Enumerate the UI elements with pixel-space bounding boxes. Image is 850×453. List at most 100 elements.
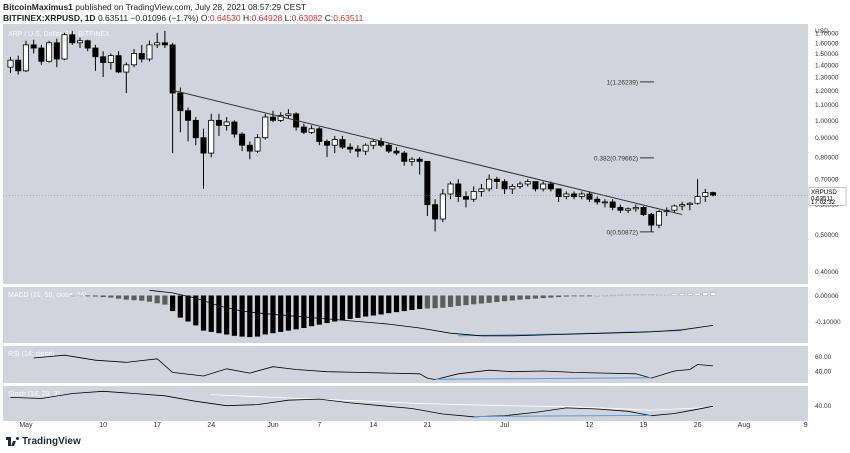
macd-histogram-bar bbox=[216, 295, 222, 334]
candle-up bbox=[524, 181, 531, 185]
candle-up bbox=[154, 42, 161, 46]
price-tag-value: 0.63511 bbox=[811, 196, 833, 203]
candle-down bbox=[462, 196, 469, 200]
rsi-line bbox=[33, 354, 714, 381]
candle-up bbox=[517, 183, 524, 187]
price-change: −0.01096 (−1.7%) bbox=[130, 13, 199, 23]
candle-up bbox=[61, 34, 68, 60]
price-y-tick: 1.00000 bbox=[815, 118, 839, 125]
close-label: C: bbox=[324, 13, 334, 23]
candle-up bbox=[563, 193, 570, 197]
low-label: L: bbox=[284, 13, 292, 23]
candle-down bbox=[609, 201, 616, 208]
macd-histogram-bar bbox=[424, 295, 430, 309]
macd-y-tick: 0.00000 bbox=[815, 293, 839, 300]
candle-up bbox=[76, 40, 83, 44]
macd-histogram-bar bbox=[447, 295, 454, 307]
x-tick-label: 12 bbox=[586, 422, 594, 429]
candle-down bbox=[30, 44, 37, 49]
candle-up bbox=[22, 44, 29, 72]
candle-up bbox=[408, 158, 415, 162]
candle-down bbox=[347, 146, 354, 150]
x-tick-label: Jun bbox=[267, 422, 278, 429]
macd-histogram-bar bbox=[77, 295, 83, 297]
price-tag bbox=[808, 186, 847, 206]
candle-up bbox=[331, 139, 338, 146]
macd-histogram-bar bbox=[609, 294, 616, 297]
macd-histogram-bar bbox=[548, 295, 554, 298]
macd-histogram-bar bbox=[239, 295, 245, 337]
price-y-tick: 1.10000 bbox=[815, 102, 839, 109]
candle-up bbox=[285, 113, 292, 116]
macd-histogram-bar bbox=[478, 295, 485, 304]
macd-histogram-bar bbox=[370, 295, 376, 316]
rsi-y-tick: 60.00 bbox=[815, 354, 832, 361]
candle-up bbox=[254, 137, 261, 152]
x-tick-label: 17 bbox=[153, 422, 161, 429]
candle-down bbox=[84, 40, 91, 49]
candle-up bbox=[308, 128, 315, 133]
macd-histogram-bar bbox=[633, 294, 639, 296]
fib-level-label: 0(0.50872) bbox=[607, 229, 638, 236]
macd-histogram-bar bbox=[177, 295, 183, 318]
candle-down bbox=[169, 44, 176, 94]
candle-down bbox=[493, 178, 500, 182]
macd-histogram-bar bbox=[293, 295, 299, 330]
macd-histogram-bar bbox=[625, 294, 631, 296]
macd-histogram-bar bbox=[170, 295, 176, 312]
macd-histogram-bar bbox=[146, 295, 153, 302]
macd-histogram-bar bbox=[85, 295, 91, 297]
candle-up bbox=[223, 121, 230, 126]
candle-down bbox=[594, 198, 601, 203]
candle-down bbox=[401, 152, 408, 162]
macd-histogram-bar bbox=[509, 295, 515, 301]
macd-histogram-bar bbox=[301, 295, 307, 328]
candle-up bbox=[540, 183, 547, 190]
candle-down bbox=[648, 214, 655, 226]
x-tick-label: 21 bbox=[423, 422, 431, 429]
macd-histogram-bar bbox=[417, 295, 423, 310]
macd-histogram-bar bbox=[494, 295, 500, 302]
open-value: 0.64530 bbox=[209, 13, 241, 23]
macd-histogram-bar bbox=[193, 295, 199, 326]
macd-histogram-bar bbox=[247, 295, 253, 338]
candle-up bbox=[107, 55, 114, 63]
candle-down bbox=[138, 53, 145, 60]
price-y-tick: 0.70000 bbox=[815, 177, 839, 184]
macd-histogram-bar bbox=[324, 295, 330, 324]
candle-down bbox=[316, 128, 323, 142]
candle-down bbox=[161, 42, 168, 46]
macd-histogram-bar bbox=[471, 295, 477, 305]
macd-histogram-bar bbox=[262, 295, 268, 335]
macd-histogram-bar bbox=[556, 295, 562, 298]
price-currency-label: USD bbox=[815, 28, 829, 35]
candle-down bbox=[53, 42, 60, 60]
author-name[interactable]: BitcoinMaximus1 bbox=[3, 2, 73, 12]
macd-histogram-bar bbox=[640, 294, 647, 296]
macd-histogram-bar bbox=[332, 295, 338, 322]
candle-down bbox=[185, 110, 192, 121]
macd-histogram-bar bbox=[339, 295, 346, 321]
candle-down bbox=[617, 207, 624, 211]
x-tick-label: 7 bbox=[317, 422, 321, 429]
macd-histogram-bar bbox=[540, 295, 546, 299]
candle-down bbox=[100, 56, 107, 63]
candle-down bbox=[586, 193, 593, 200]
candle-down bbox=[239, 133, 246, 146]
candle-down bbox=[69, 34, 76, 44]
tradingview-logo[interactable]: TradingView bbox=[6, 436, 81, 447]
candle-up bbox=[277, 115, 284, 121]
candle-down bbox=[38, 47, 45, 62]
x-tick-label: May bbox=[19, 422, 33, 429]
stoch-y-tick: 40.00 bbox=[815, 403, 832, 410]
candle-down bbox=[571, 193, 578, 197]
price-y-tick: 0.40000 bbox=[815, 269, 839, 276]
pane-stoch-background bbox=[3, 386, 808, 421]
candle-down bbox=[339, 139, 346, 148]
macd-histogram-bar bbox=[648, 294, 655, 296]
macd-histogram-bar bbox=[579, 295, 585, 297]
macd-histogram-bar bbox=[162, 295, 168, 305]
macd-histogram-bar bbox=[316, 295, 322, 325]
macd-histogram-bar bbox=[532, 295, 539, 299]
